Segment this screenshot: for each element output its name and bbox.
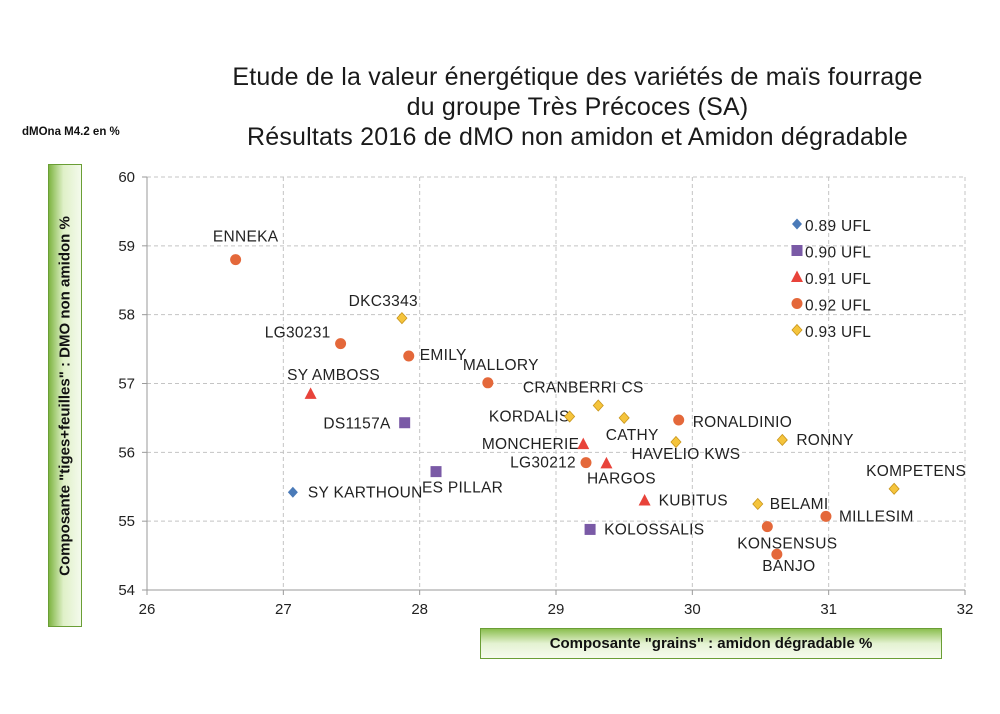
point-label: LG30212 <box>510 455 576 472</box>
y-tick-label: 54 <box>118 582 135 599</box>
point-label: MONCHERIE <box>482 436 579 453</box>
point-label: DKC3343 <box>349 293 418 310</box>
data-point <box>673 414 685 426</box>
point-label: ES PILLAR <box>422 480 503 497</box>
data-point <box>752 497 764 511</box>
data-point <box>403 350 415 362</box>
legend-marker <box>791 270 803 282</box>
data-point <box>776 433 788 447</box>
point-label: BANJO <box>762 558 815 575</box>
point-label: LG30231 <box>265 325 331 342</box>
legend-marker <box>791 245 803 256</box>
x-tick-label: 31 <box>820 601 837 618</box>
point-label: SY AMBOSS <box>287 367 380 384</box>
data-point <box>638 494 651 506</box>
x-axis-label: Composante "grains" : amidon dégradable … <box>549 635 873 652</box>
y-tick-label: 55 <box>118 513 135 530</box>
point-label: RONNY <box>796 432 853 449</box>
data-point <box>771 548 783 560</box>
x-tick-label: 28 <box>411 601 428 618</box>
point-label: SY KARTHOUN <box>308 484 423 501</box>
legend-marker <box>792 218 802 230</box>
data-point <box>335 338 347 350</box>
y-tick-label: 59 <box>118 238 135 255</box>
data-point <box>888 482 900 495</box>
point-label: CRANBERRI CS <box>523 380 644 397</box>
x-tick-label: 27 <box>275 601 292 618</box>
data-point <box>592 399 604 412</box>
legend-label: 0.91 UFL <box>805 271 871 288</box>
x-tick-label: 26 <box>139 601 156 618</box>
title-line-1: Etude de la valeur énergétique des varié… <box>232 63 923 91</box>
legend-marker <box>791 323 803 337</box>
data-point <box>396 312 408 325</box>
data-point <box>482 377 494 389</box>
legend-marker <box>791 298 803 309</box>
data-point <box>580 457 592 469</box>
point-label: ENNEKA <box>213 229 279 246</box>
x-tick-label: 29 <box>548 601 565 618</box>
title-line-3: Résultats 2016 de dMO non amidon et Amid… <box>246 123 909 151</box>
data-point <box>584 523 596 535</box>
point-label: KONSENSUS <box>737 536 837 553</box>
point-label: DS1157A <box>323 416 391 433</box>
point-label: KUBITUS <box>659 493 728 510</box>
x-axis-label-box: Composante "grains" : amidon dégradable … <box>480 628 942 659</box>
data-point <box>564 410 576 423</box>
y-tick-label: 57 <box>118 376 135 393</box>
point-label: EMILY <box>420 347 467 364</box>
point-label: HARGOS <box>587 470 656 487</box>
data-point <box>600 456 613 469</box>
point-label: BELAMI <box>770 496 829 513</box>
data-point <box>577 437 590 450</box>
y-tick-label: 56 <box>118 444 135 461</box>
data-point <box>618 411 630 425</box>
data-point <box>820 510 832 522</box>
point-label: RONALDINIO <box>693 414 792 431</box>
data-point <box>430 466 442 478</box>
y-tick-label: 60 <box>118 169 135 186</box>
data-point <box>304 387 317 399</box>
point-label: KOMPETENS <box>866 463 966 480</box>
x-tick-label: 30 <box>684 601 701 618</box>
data-point <box>399 417 411 429</box>
data-point <box>670 435 682 449</box>
point-label: KORDALIS <box>489 409 570 426</box>
legend-label: 0.93 UFL <box>805 324 871 341</box>
series-0-93-UFL: DKC3343 CRANBERRI CS KORDALIS CATHY HAVELIO … <box>349 293 966 513</box>
y-axis-label-box: Composante "tiges+feuilles" : DMO non am… <box>48 164 82 627</box>
y-tick-label: 58 <box>118 307 135 324</box>
point-label: MILLESIM <box>839 508 914 525</box>
legend-label: 0.90 UFL <box>805 245 871 262</box>
point-label: CATHY <box>606 427 659 444</box>
point-label: HAVELIO KWS <box>631 446 740 463</box>
point-label: KOLOSSALIS <box>604 521 704 538</box>
chart-title: Etude de la valeur énergétique des varié… <box>150 62 1000 152</box>
series-0-90-UFL: DS1157A ES PILLAR KOLOSSALIS <box>323 416 704 539</box>
data-point <box>230 254 242 266</box>
legend-label: 0.89 UFL <box>805 218 871 235</box>
data-point <box>287 486 298 498</box>
title-line-2: du groupe Très Précoces (SA) <box>406 93 749 121</box>
legend-label: 0.92 UFL <box>805 298 871 315</box>
y-unit-label: dMOna M4.2 en % <box>22 126 120 138</box>
data-point <box>761 521 773 533</box>
x-tick-label: 32 <box>957 601 974 618</box>
series-0-89-UFL: SY KARTHOUN <box>308 484 423 501</box>
point-label: MALLORY <box>463 357 539 374</box>
